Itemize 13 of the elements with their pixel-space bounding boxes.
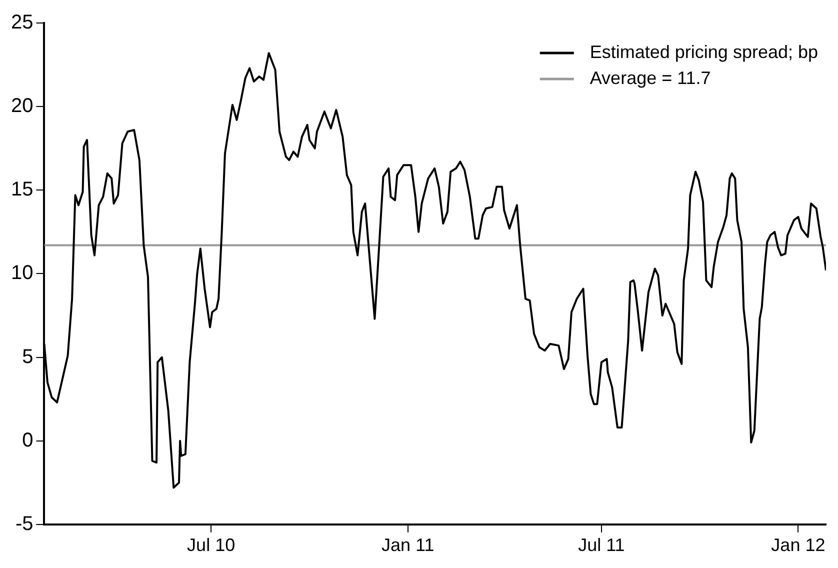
- y-tick-label: 5: [22, 346, 34, 368]
- y-tick-label: 20: [10, 95, 34, 118]
- x-tick-label: Jan 11: [381, 535, 434, 556]
- x-tick-label: Jan 12: [771, 535, 826, 556]
- y-tick-label: 0: [22, 429, 34, 452]
- y-tick-label: 25: [10, 12, 34, 34]
- x-tick-label: Jul 11: [578, 535, 625, 556]
- y-tick-label: 10: [10, 262, 34, 284]
- x-tick-label: Jul 10: [187, 535, 236, 556]
- legend-label: Estimated pricing spread; bp: [590, 42, 818, 62]
- legend-label: Average = 11.7: [590, 68, 711, 88]
- y-tick-label: -5: [15, 512, 34, 535]
- y-tick-label: 15: [10, 178, 34, 201]
